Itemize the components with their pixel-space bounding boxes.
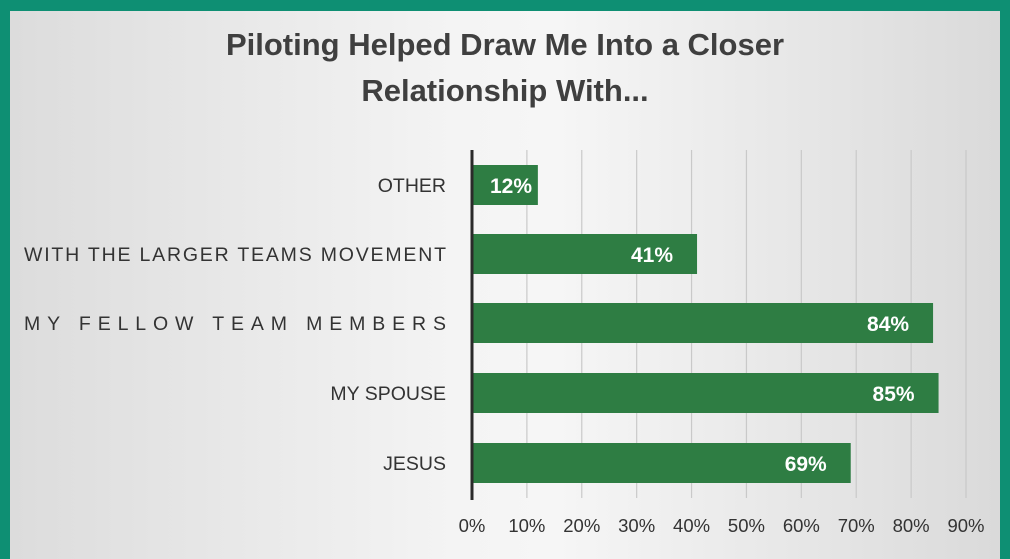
x-tick-label: 0% [459,515,486,536]
value-label: 85% [873,383,915,406]
category-label: OTHER [378,175,446,197]
x-tick-labels: 0% 10% 20% 30% 40% 50% 60% 70% 80% 90% [459,515,985,536]
x-tick-label: 20% [563,515,600,536]
category-label: JESUS [383,453,446,475]
x-tick-label: 80% [893,515,930,536]
category-labels: OTHER WITH THE LARGER TEAMS MOVEMENT MY FE… [24,175,446,475]
x-tick-label: 30% [618,515,655,536]
chart-title-line-2: Relationship With... [361,73,649,108]
x-tick-label: 40% [673,515,710,536]
category-label: MY SPOUSE [330,383,446,405]
category-label: MY FELLOW TEAM MEMBERS [24,313,446,335]
value-label: 41% [631,244,673,267]
value-label: 69% [785,453,827,476]
bar [472,165,538,205]
x-tick-label: 60% [783,515,820,536]
x-tick-label: 10% [508,515,545,536]
value-label: 84% [867,313,909,336]
bar [472,234,698,274]
bar [472,303,934,343]
x-tick-label: 70% [838,515,875,536]
x-tick-label: 50% [728,515,765,536]
value-label: 12% [490,175,532,198]
category-label: WITH THE LARGER TEAMS MOVEMENT [24,244,446,266]
bar [472,373,939,413]
bars [472,165,939,483]
value-labels: 12% 41% 84% 85% 69% [490,175,915,476]
x-tick-label: 90% [947,515,984,536]
bar [472,443,851,483]
chart-title-line-1: Piloting Helped Draw Me Into a Closer [225,27,785,62]
